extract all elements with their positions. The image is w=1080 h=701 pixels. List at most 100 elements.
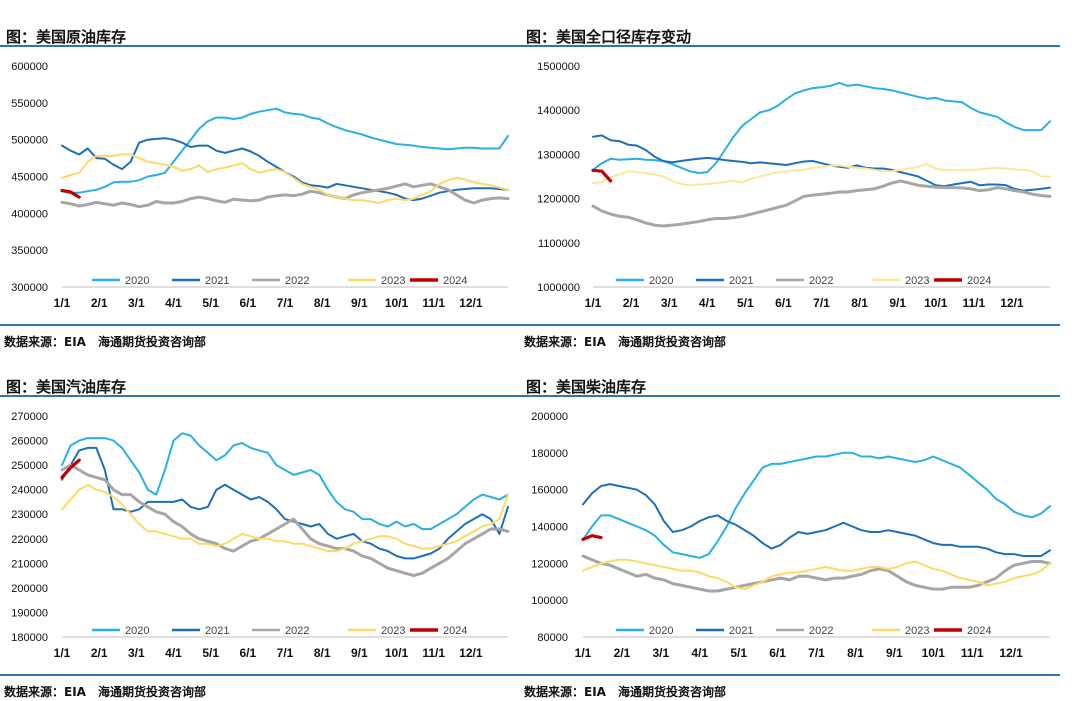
y-tick-label: 100000 <box>531 595 568 607</box>
series-line-2021 <box>592 134 1051 192</box>
series-line-2024 <box>591 168 613 183</box>
x-tick-label: 2/1 <box>623 296 640 310</box>
y-tick-label: 1200000 <box>537 194 580 206</box>
x-tick-label: 4/1 <box>691 646 708 660</box>
x-tick-label: 8/1 <box>847 646 864 660</box>
x-tick-label: 9/1 <box>886 646 903 660</box>
x-tick-label: 4/1 <box>165 646 182 660</box>
x-tick-label: 1/1 <box>54 296 71 310</box>
chart-title: 图：美国柴油库存 <box>526 378 646 396</box>
legend-label: 2023 <box>381 625 405 637</box>
x-tick-label: 7/1 <box>808 646 825 660</box>
x-tick-label: 6/1 <box>775 296 792 310</box>
legend-label: 2024 <box>967 275 991 287</box>
chart-title: 图：美国汽油库存 <box>6 378 126 396</box>
series-line-2020 <box>61 107 509 194</box>
panel-gasoline-inventory: 图：美国汽油库存数据来源：EIA 海通期货投资咨询部 270000 260000 25… <box>0 350 540 700</box>
y-tick-label: 200000 <box>11 583 48 595</box>
series-line-2021 <box>582 483 1051 557</box>
x-tick-label: 10/1 <box>922 646 946 660</box>
series-line-2024 <box>581 534 603 541</box>
x-tick-label: 12/1 <box>1000 296 1024 310</box>
x-tick-label: 1/1 <box>54 646 71 660</box>
series-line-2021 <box>61 446 509 560</box>
x-tick-label: 12/1 <box>459 296 483 310</box>
y-tick-label: 200000 <box>531 411 568 423</box>
y-tick-label: 230000 <box>11 509 48 521</box>
x-tick-label: 6/1 <box>769 646 786 660</box>
x-tick-label: 11/1 <box>422 296 445 310</box>
y-tick-label: 600000 <box>11 61 48 73</box>
chart-source: 数据来源：EIA 海通期货投资咨询部 <box>4 684 206 699</box>
x-tick-label: 2/1 <box>614 646 631 660</box>
legend-label: 2023 <box>905 275 929 287</box>
x-tick-label: 3/1 <box>661 296 678 310</box>
x-tick-label: 11/1 <box>422 646 445 660</box>
x-tick-label: 12/1 <box>459 646 483 660</box>
y-tick-label: 300000 <box>11 282 48 294</box>
series-line-2024 <box>60 458 81 480</box>
y-tick-label: 220000 <box>11 534 48 546</box>
x-tick-label: 1/1 <box>585 296 602 310</box>
y-tick-label: 180000 <box>531 448 568 460</box>
x-tick-label: 7/1 <box>813 296 830 310</box>
y-tick-label: 120000 <box>531 558 568 570</box>
series-line-2023 <box>592 163 1051 187</box>
panel-crude-oil-inventory: 图：美国原油库存 数据来源：EIA 海通期货投资咨询部 600000 550000 50… <box>0 0 540 350</box>
x-tick-label: 12/1 <box>999 646 1023 660</box>
legend-label: 2022 <box>285 625 309 637</box>
y-tick-label: 240000 <box>11 485 48 497</box>
y-tick-label: 1000000 <box>537 282 580 294</box>
legend-label: 2021 <box>205 275 229 287</box>
series-line-2022 <box>591 179 1052 228</box>
y-tick-label: 1300000 <box>537 149 580 161</box>
series-line-2023 <box>582 558 1051 591</box>
legend-label: 2020 <box>125 275 149 287</box>
series-line-2022 <box>60 182 510 209</box>
x-tick-label: 5/1 <box>202 646 219 660</box>
panel-diesel-inventory: 图：美国柴油库存数据来源：EIA 海通期货投资咨询部 200000 180000 16… <box>520 350 1060 700</box>
y-tick-label: 500000 <box>11 135 48 147</box>
x-tick-label: 5/1 <box>737 296 754 310</box>
y-tick-label: 400000 <box>11 208 48 220</box>
x-tick-label: 8/1 <box>314 646 331 660</box>
y-tick-label: 80000 <box>537 632 568 644</box>
y-tick-label: 1100000 <box>538 238 580 250</box>
chart-source: 数据来源：EIA 海通期货投资咨询部 <box>524 334 726 349</box>
y-tick-label: 550000 <box>11 98 48 110</box>
legend-label: 2020 <box>649 275 673 287</box>
series-line-2021 <box>61 137 509 202</box>
y-tick-label: 350000 <box>11 245 48 257</box>
chart-title: 图：美国原油库存 <box>6 28 126 46</box>
x-tick-label: 1/1 <box>575 646 592 660</box>
legend-label: 2021 <box>729 625 753 637</box>
legend-label: 2021 <box>205 625 229 637</box>
chart-source: 数据来源：EIA 海通期货投资咨询部 <box>524 684 726 699</box>
y-tick-label: 260000 <box>11 436 48 448</box>
series-line-2020 <box>582 451 1051 559</box>
series-line-2022 <box>581 554 1052 593</box>
x-tick-label: 9/1 <box>351 646 368 660</box>
legend-label: 2024 <box>967 625 991 637</box>
x-tick-label: 7/1 <box>277 296 294 310</box>
series-line-2023 <box>61 483 509 553</box>
y-tick-label: 270000 <box>11 411 48 423</box>
series-line-2022 <box>60 463 510 578</box>
y-tick-label: 160000 <box>531 485 568 497</box>
x-tick-label: 10/1 <box>385 646 409 660</box>
x-tick-label: 10/1 <box>385 296 409 310</box>
y-tick-label: 190000 <box>11 607 48 619</box>
x-tick-label: 6/1 <box>239 296 256 310</box>
x-tick-label: 9/1 <box>351 296 368 310</box>
x-tick-label: 4/1 <box>699 296 716 310</box>
series-line-2023 <box>61 153 509 204</box>
y-tick-label: 250000 <box>11 460 48 472</box>
legend-label: 2022 <box>809 625 833 637</box>
chart-title: 图：美国全口径库存变动 <box>526 28 691 46</box>
x-tick-label: 10/1 <box>924 296 948 310</box>
